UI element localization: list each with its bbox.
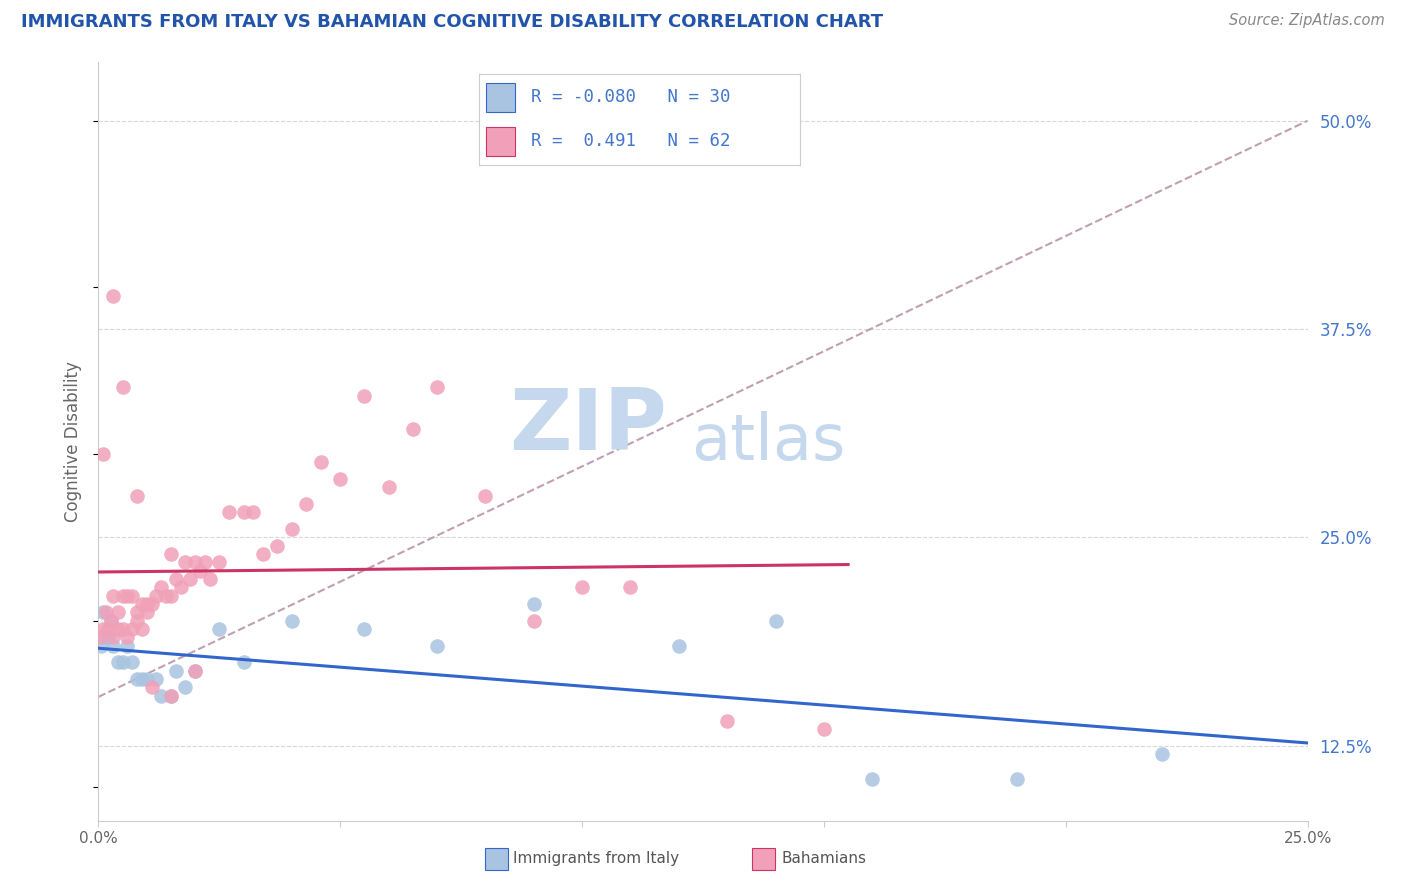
Point bbox=[117, 589, 139, 603]
Point bbox=[1152, 747, 1174, 761]
Point bbox=[107, 622, 129, 636]
Point bbox=[232, 656, 254, 670]
Point bbox=[100, 614, 122, 628]
Point bbox=[208, 555, 231, 569]
Point bbox=[523, 597, 546, 611]
Text: atlas: atlas bbox=[690, 410, 845, 473]
Point bbox=[1007, 772, 1029, 786]
Point bbox=[101, 639, 124, 653]
Point bbox=[91, 605, 114, 619]
Text: IMMIGRANTS FROM ITALY VS BAHAMIAN COGNITIVE DISABILITY CORRELATION CHART: IMMIGRANTS FROM ITALY VS BAHAMIAN COGNIT… bbox=[21, 13, 883, 31]
Point bbox=[174, 555, 197, 569]
Point bbox=[329, 472, 352, 486]
Point bbox=[97, 622, 120, 636]
Point bbox=[716, 714, 738, 728]
Point bbox=[309, 455, 332, 469]
Point bbox=[145, 672, 167, 686]
Point bbox=[295, 497, 318, 511]
Point bbox=[232, 505, 254, 519]
Point bbox=[111, 656, 134, 670]
Point bbox=[141, 597, 163, 611]
Point bbox=[107, 656, 129, 670]
Point bbox=[111, 589, 134, 603]
Point bbox=[127, 605, 149, 619]
Point bbox=[150, 580, 173, 594]
Point bbox=[121, 589, 143, 603]
Point bbox=[668, 639, 690, 653]
Point bbox=[94, 631, 117, 645]
Point bbox=[281, 614, 304, 628]
Point bbox=[111, 622, 134, 636]
Point bbox=[111, 380, 134, 394]
Point bbox=[135, 605, 157, 619]
Point bbox=[117, 631, 139, 645]
Point bbox=[765, 614, 787, 628]
Point bbox=[150, 689, 173, 703]
Point bbox=[353, 622, 375, 636]
Point bbox=[131, 597, 153, 611]
Point bbox=[169, 580, 191, 594]
Point bbox=[90, 631, 112, 645]
Point bbox=[160, 689, 183, 703]
Point bbox=[165, 664, 187, 678]
Text: Source: ZipAtlas.com: Source: ZipAtlas.com bbox=[1229, 13, 1385, 29]
Point bbox=[218, 505, 240, 519]
Point bbox=[107, 605, 129, 619]
Point bbox=[474, 489, 496, 503]
Point bbox=[179, 572, 201, 586]
Point bbox=[91, 447, 114, 461]
Point bbox=[160, 689, 183, 703]
Point bbox=[94, 605, 117, 619]
Point bbox=[141, 681, 163, 695]
Point bbox=[97, 631, 120, 645]
Point bbox=[127, 489, 149, 503]
Point bbox=[135, 672, 157, 686]
Point bbox=[426, 639, 449, 653]
Point bbox=[135, 597, 157, 611]
Point bbox=[523, 614, 546, 628]
Point bbox=[184, 555, 207, 569]
Point bbox=[266, 539, 288, 553]
Point bbox=[184, 664, 207, 678]
Point bbox=[131, 622, 153, 636]
Point bbox=[117, 639, 139, 653]
Point bbox=[426, 380, 449, 394]
Point bbox=[101, 289, 124, 303]
Point bbox=[165, 572, 187, 586]
Point bbox=[619, 580, 641, 594]
Point bbox=[127, 672, 149, 686]
Text: Immigrants from Italy: Immigrants from Italy bbox=[513, 852, 679, 866]
Point bbox=[160, 547, 183, 561]
Point bbox=[145, 589, 167, 603]
Point bbox=[121, 656, 143, 670]
Point bbox=[208, 622, 231, 636]
Point bbox=[91, 622, 114, 636]
Point bbox=[160, 589, 183, 603]
Point bbox=[101, 631, 124, 645]
Point bbox=[377, 480, 399, 494]
Point bbox=[242, 505, 264, 519]
Point bbox=[402, 422, 425, 436]
Point bbox=[131, 672, 153, 686]
Point bbox=[174, 681, 197, 695]
Point bbox=[198, 572, 221, 586]
Point bbox=[127, 614, 149, 628]
Point bbox=[281, 522, 304, 536]
Point bbox=[353, 389, 375, 403]
Point bbox=[121, 622, 143, 636]
Point bbox=[252, 547, 274, 561]
Text: ZIP: ZIP bbox=[509, 384, 666, 468]
Point bbox=[188, 564, 211, 578]
Point bbox=[155, 589, 177, 603]
Point bbox=[813, 722, 835, 736]
Point bbox=[184, 664, 207, 678]
Point bbox=[100, 614, 122, 628]
Point bbox=[571, 580, 593, 594]
Text: Bahamians: Bahamians bbox=[782, 852, 866, 866]
Point bbox=[860, 772, 883, 786]
Point bbox=[194, 555, 217, 569]
Point bbox=[101, 589, 124, 603]
Point bbox=[90, 639, 112, 653]
Y-axis label: Cognitive Disability: Cognitive Disability bbox=[65, 361, 83, 522]
